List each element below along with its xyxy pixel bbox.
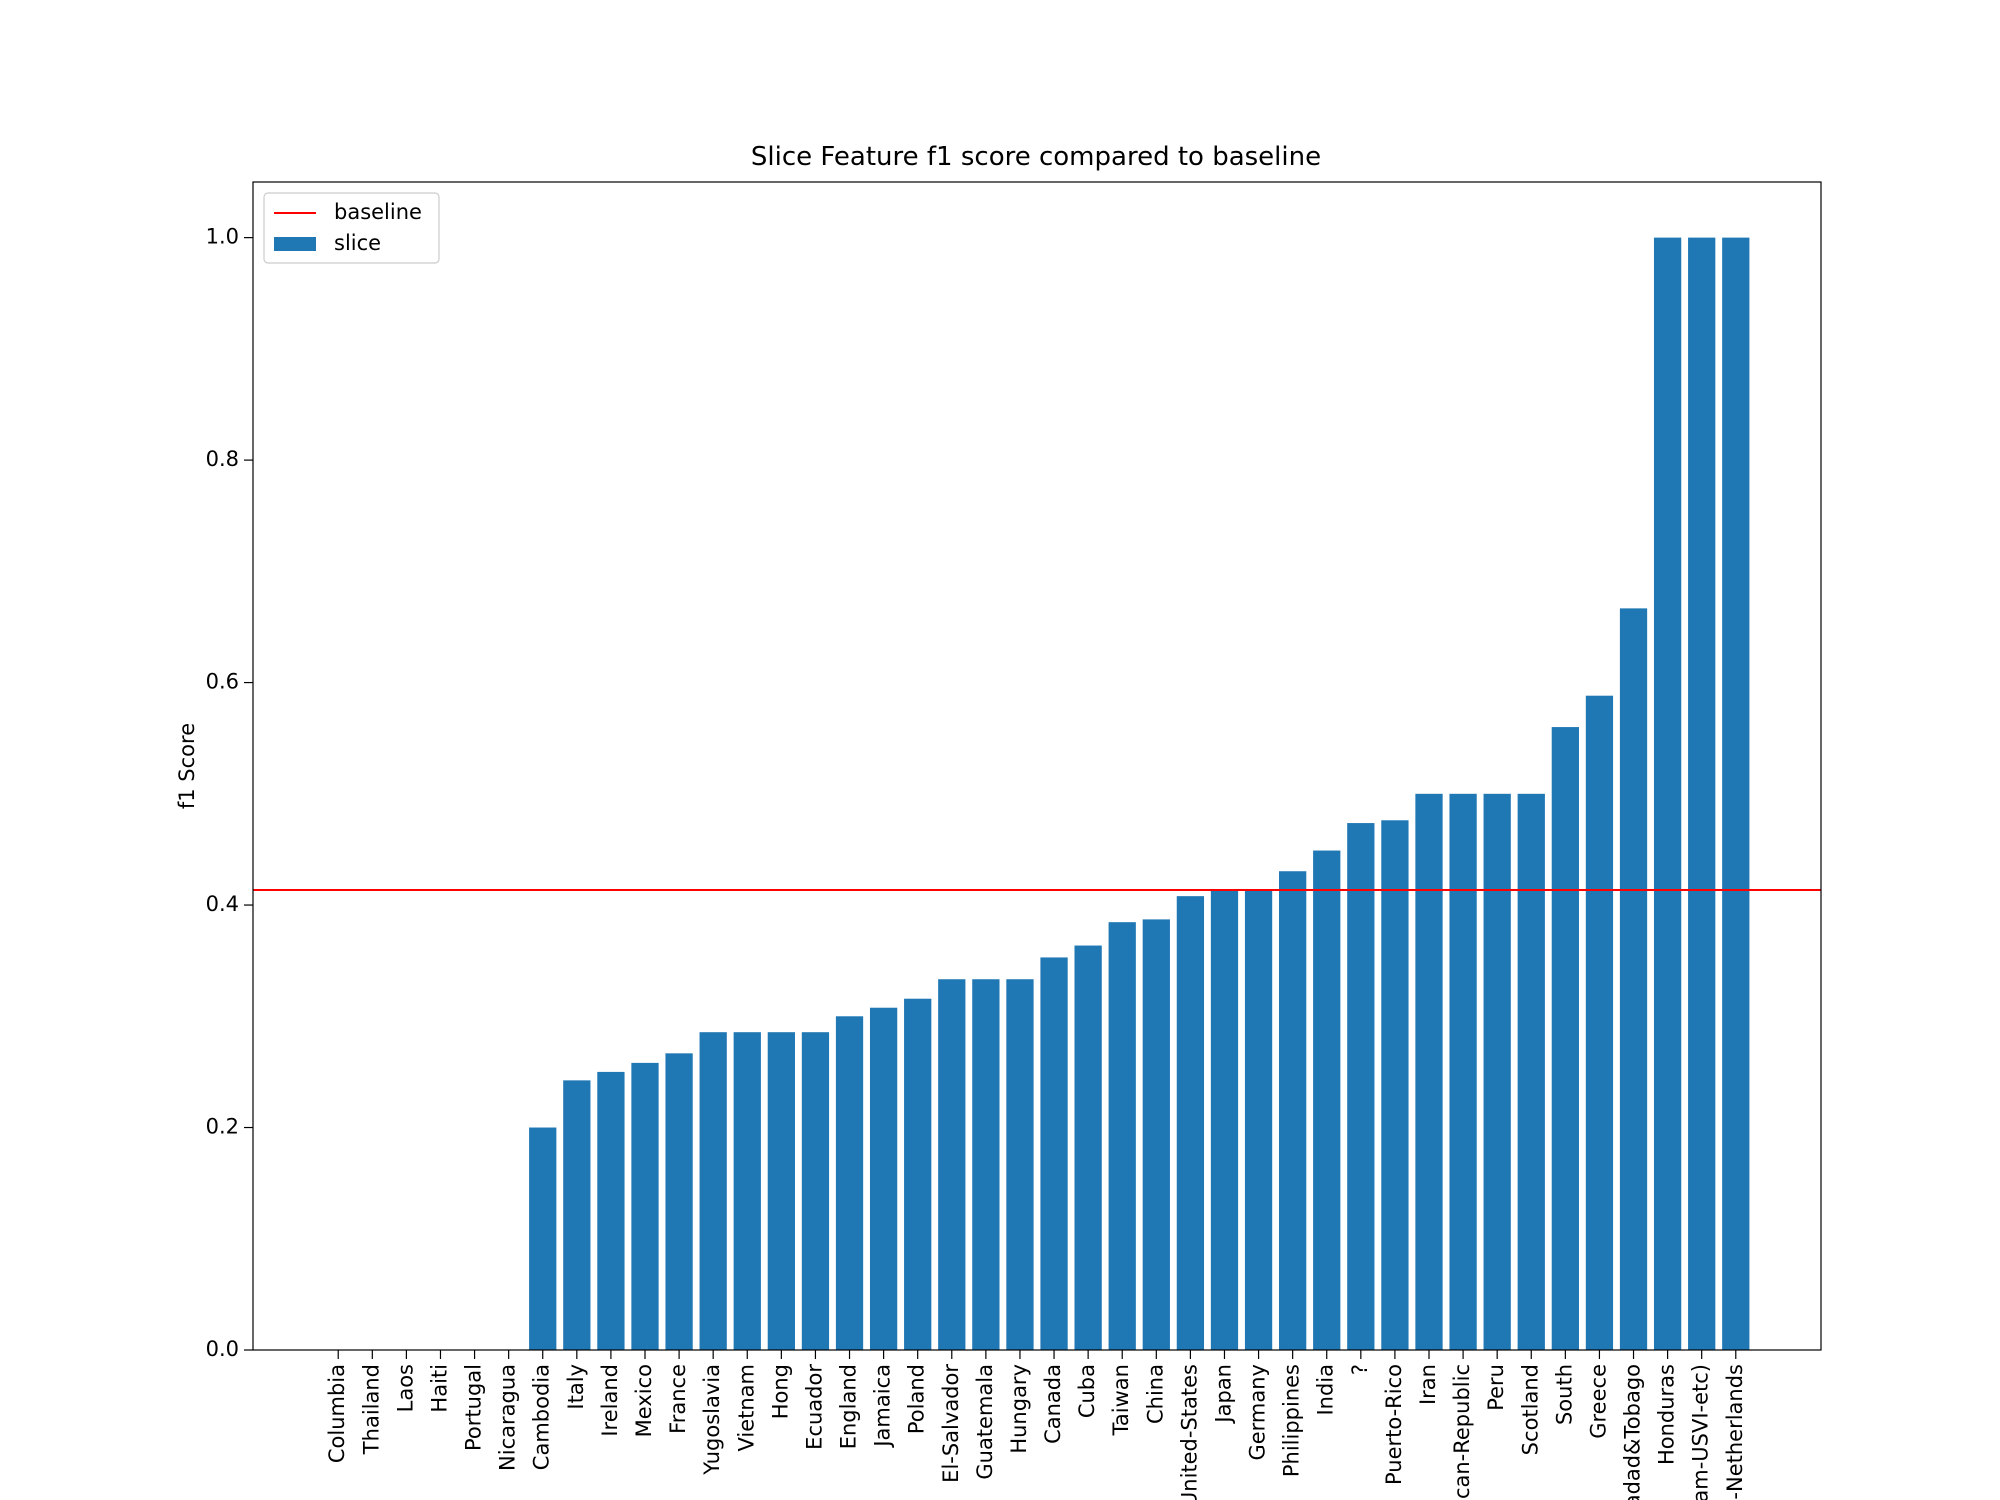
legend-label: baseline: [334, 200, 422, 224]
y-tick-label: 0.8: [206, 447, 239, 471]
bar: [1449, 793, 1477, 1350]
x-tick-label: Scotland: [1518, 1364, 1542, 1455]
x-tick-label: Ecuador: [802, 1364, 826, 1450]
bar: [1483, 793, 1511, 1350]
bar: [1108, 922, 1136, 1350]
x-tick-label: Cambodia: [530, 1364, 554, 1470]
bar: [631, 1062, 659, 1350]
bar: [1722, 237, 1750, 1351]
chart-title: Slice Feature f1 score compared to basel…: [751, 142, 1321, 172]
x-tick-label: Thailand: [359, 1364, 383, 1455]
bar: [699, 1032, 727, 1350]
bar: [835, 1016, 864, 1350]
x-tick-label: Ireland: [598, 1364, 622, 1437]
bar: [801, 1032, 830, 1350]
x-tick-label: Iran: [1416, 1364, 1440, 1405]
x-tick-label: Jamaica: [871, 1364, 895, 1449]
x-tick-label: Hong: [768, 1364, 792, 1419]
bar: [1585, 695, 1614, 1350]
bar: [1347, 823, 1375, 1350]
x-tick-label: Haiti: [427, 1364, 451, 1413]
bar: [733, 1032, 761, 1350]
legend-swatch: [274, 237, 316, 251]
bar: [1313, 850, 1341, 1350]
x-tick-label: Laos: [393, 1364, 417, 1412]
bar: [1040, 957, 1068, 1350]
x-tick-label: Honduras: [1655, 1364, 1679, 1465]
bar: [1415, 793, 1443, 1350]
y-axis-label: f1 Score: [175, 723, 199, 809]
x-tick-label: United-States: [1177, 1364, 1201, 1500]
y-tick-label: 1.0: [206, 225, 239, 249]
plot-frame: [252, 181, 1822, 1351]
x-tick-label: El-Salvador: [939, 1364, 963, 1483]
bar: [665, 1053, 693, 1350]
x-tick-label: Germany: [1246, 1364, 1270, 1461]
bar: [904, 998, 932, 1350]
bar: [1176, 896, 1205, 1350]
x-tick-label: Puerto-Rico: [1382, 1364, 1406, 1485]
bar: [563, 1080, 591, 1350]
x-tick-label: ?: [1348, 1364, 1372, 1375]
bar: [938, 979, 966, 1350]
x-tick-label: Poland: [905, 1364, 929, 1434]
x-tick-label: Canada: [1041, 1364, 1065, 1444]
bar: [1551, 727, 1579, 1350]
x-tick-label: England: [837, 1364, 861, 1449]
bar: [1006, 979, 1034, 1350]
x-tick-label: Italy: [564, 1364, 588, 1410]
x-tick-label: Trinadad&Tobago: [1621, 1364, 1645, 1500]
x-tick-label: France: [666, 1364, 690, 1434]
y-tick-label: 0.6: [206, 670, 239, 694]
x-tick-label: Mexico: [632, 1364, 656, 1437]
bar: [529, 1127, 557, 1350]
x-tick-label: Vietnam: [734, 1364, 758, 1452]
x-tick-label: India: [1314, 1364, 1338, 1416]
x-tick-label: China: [1143, 1364, 1167, 1424]
x-tick-label: Holand-Netherlands: [1723, 1364, 1747, 1500]
bar: [1279, 871, 1307, 1350]
legend-label: slice: [334, 231, 381, 255]
x-tick-label: Outlying-US(Guam-USVI-etc): [1689, 1364, 1713, 1500]
bar: [869, 1007, 898, 1350]
y-tick-label: 0.2: [206, 1115, 239, 1139]
bar: [767, 1032, 795, 1350]
x-tick-label: Yugoslavia: [700, 1364, 724, 1476]
bar: [1244, 889, 1273, 1350]
y-tick-label: 0.0: [206, 1337, 239, 1361]
x-tick-label: Guatemala: [973, 1364, 997, 1480]
x-tick-label: Taiwan: [1109, 1364, 1133, 1436]
x-tick-label: Cuba: [1075, 1364, 1099, 1418]
x-tick-label: Greece: [1586, 1364, 1610, 1439]
x-tick-label: Portugal: [462, 1364, 486, 1451]
x-tick-label: Peru: [1484, 1364, 1508, 1411]
x-tick-label: South: [1552, 1364, 1576, 1425]
x-tick-label: Columbia: [325, 1364, 349, 1463]
bar: [1074, 945, 1102, 1350]
x-tick-label: Nicaragua: [496, 1364, 520, 1471]
bar: [1142, 919, 1170, 1350]
x-tick-label: Philippines: [1280, 1364, 1304, 1477]
bar: [1517, 793, 1545, 1350]
x-tick-label: Hungary: [1007, 1364, 1031, 1454]
bar: [972, 979, 1000, 1350]
x-tick-label: Japan: [1211, 1364, 1235, 1425]
bar: [1653, 237, 1682, 1351]
bar: [597, 1071, 625, 1350]
bar: [1619, 608, 1648, 1350]
bar: [1381, 820, 1409, 1350]
y-tick-label: 0.4: [206, 892, 239, 916]
bar: [1688, 237, 1716, 1351]
bar: [1210, 889, 1239, 1350]
x-tick-label: Dominican-Republic: [1450, 1364, 1474, 1500]
